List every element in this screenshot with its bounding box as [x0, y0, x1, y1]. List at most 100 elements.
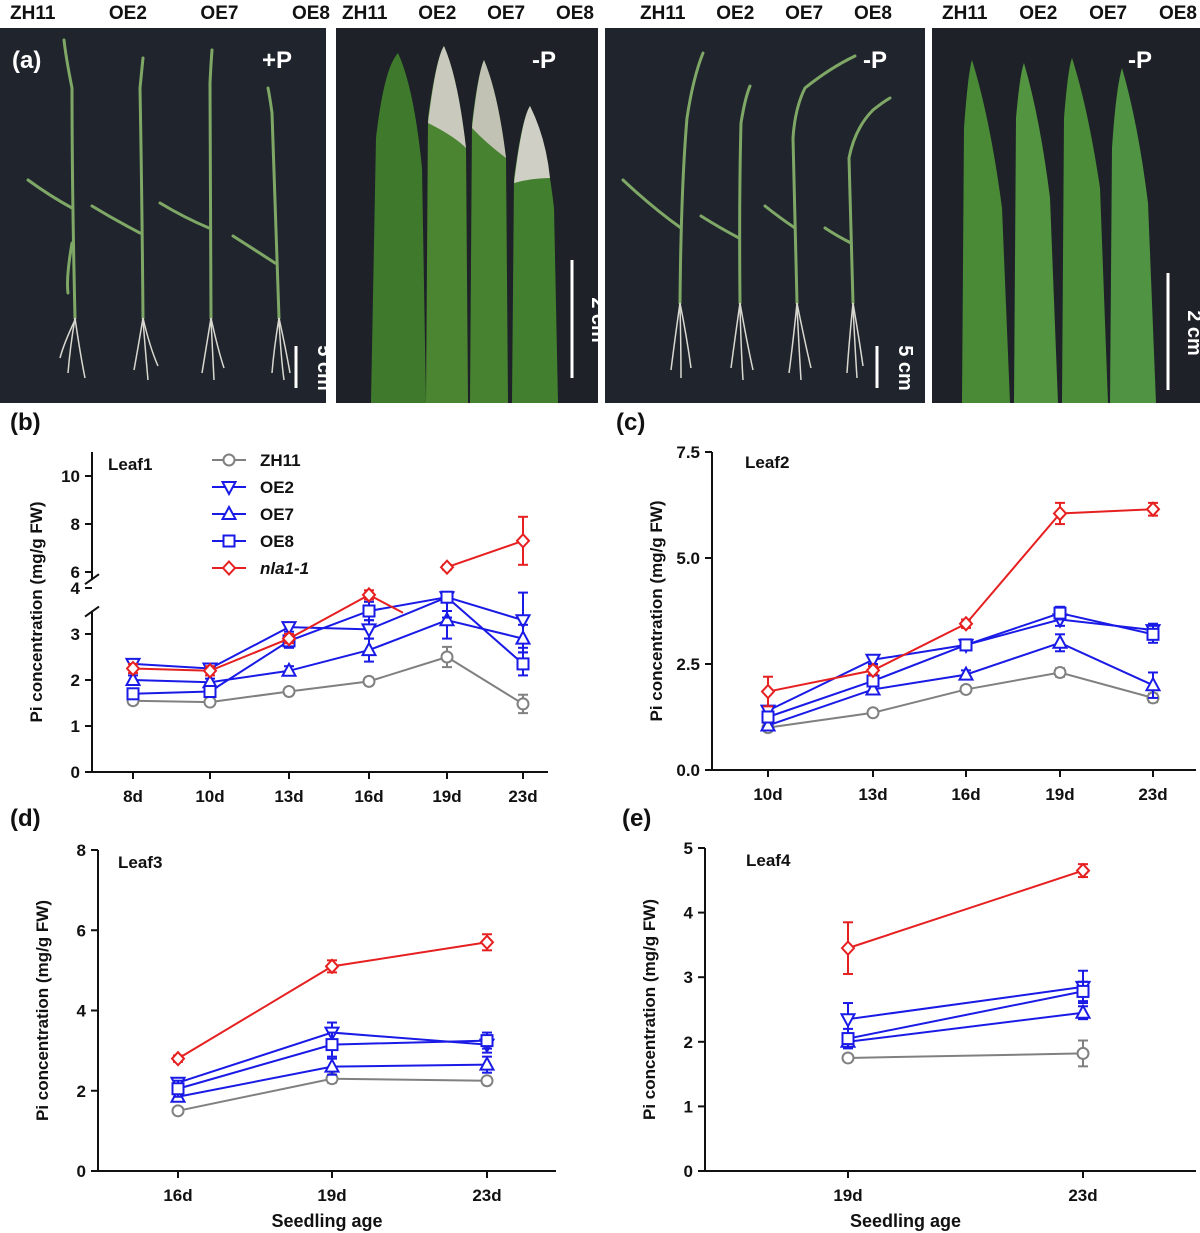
data-point [360, 641, 378, 657]
data-point [439, 559, 455, 576]
data-point [958, 615, 974, 632]
legend-entry: ZH11 [212, 451, 301, 470]
data-point [1076, 984, 1090, 998]
chart-title: Leaf2 [745, 453, 789, 472]
data-point [841, 1032, 855, 1046]
y-tick-label: 10 [61, 467, 80, 486]
genotype-label: ZH11 [640, 3, 686, 24]
legend-label: nla1-1 [260, 559, 309, 578]
series-line [847, 990, 1084, 1040]
y-tick-label: 1 [71, 717, 80, 736]
y-tick-label: 5 [684, 839, 693, 858]
y-tick-label: 1 [684, 1097, 693, 1116]
data-point [1053, 606, 1067, 620]
data-point [761, 710, 775, 724]
genotype-label: OE8 [291, 3, 330, 24]
genotype-label: OE7 [785, 3, 824, 24]
data-point [514, 629, 532, 645]
series-line [767, 508, 1154, 693]
data-point [360, 623, 378, 639]
data-point [440, 650, 454, 664]
data-point [865, 662, 881, 679]
series-line [767, 641, 1154, 727]
leaf-photo-minus-p-2: -P 2 cm [932, 28, 1200, 403]
data-point [479, 934, 495, 951]
x-tick-label: 19d [317, 1186, 346, 1205]
legend-label: OE7 [260, 505, 294, 524]
y-tick-label: 0 [71, 763, 80, 782]
data-point [1075, 862, 1091, 879]
series-oe8 [171, 1031, 494, 1098]
data-point [959, 638, 973, 652]
y-axis-label: Pi concentration (mg/g FW) [27, 502, 46, 723]
y-tick-label: 4 [77, 1002, 87, 1021]
data-point [171, 1104, 185, 1118]
data-point [1051, 633, 1069, 649]
x-tick-label: 23d [472, 1186, 501, 1205]
y-axis-label: Pi concentration (mg/g FW) [647, 501, 666, 722]
data-point [480, 1034, 494, 1048]
legend-label: OE2 [260, 478, 294, 497]
x-tick-label: 23d [508, 787, 537, 806]
scale-label: 5 cm [894, 345, 916, 391]
seedling-photo-minus-p: -P 5 cm [605, 28, 925, 403]
chart-leaf2: (c) Leaf2 0.0 2.5 5.0 7.5 10d 13d 16d 19d 23d Pi co… [616, 409, 1196, 804]
chart-title: Leaf3 [118, 853, 162, 872]
data-point [516, 657, 530, 671]
scale-label: 2 cm [1183, 310, 1200, 356]
series-line [446, 539, 524, 569]
y-tick-label: 7.5 [676, 443, 700, 462]
y-tick-label: 6 [71, 563, 80, 582]
legend-marker [220, 504, 238, 520]
y-tick-label: 8 [77, 841, 86, 860]
data-point [170, 1050, 186, 1067]
data-point [280, 661, 298, 677]
series-oe8 [126, 590, 530, 701]
condition-label: -P [1128, 47, 1152, 74]
chart-title: Leaf4 [746, 851, 791, 870]
series-oe2 [124, 591, 532, 678]
series-nla1-1 [760, 501, 1161, 708]
seedling-photo-plus-p: (a) +P 5 cm [0, 28, 326, 403]
series-line [132, 655, 524, 705]
data-point [282, 685, 296, 698]
photo3-header: ZH11 OE2 OE7 OE8 [640, 0, 892, 28]
photo2-header: ZH11 OE2 OE7 OE8 [342, 0, 594, 28]
genotype-label: OE7 [200, 3, 239, 24]
chart-leaf3: (d) Leaf3 0 2 4 6 8 16d 19d 23d Pi concentration (… [10, 805, 556, 1231]
y-tick-label: 2 [684, 1033, 693, 1052]
series-zh11 [126, 645, 530, 715]
scale-label: 5 cm [313, 345, 326, 391]
y-axis-label: Pi concentration (mg/g FW) [640, 899, 659, 1120]
legend-marker [220, 481, 238, 497]
x-axis-label: Seedling age [850, 1211, 961, 1231]
legend-entry: nla1-1 [212, 559, 309, 578]
data-point [440, 590, 454, 604]
chart-title: Leaf1 [108, 455, 152, 474]
data-point [325, 1038, 339, 1052]
y-tick-label: 8 [71, 515, 80, 534]
series-oe7 [839, 1003, 1092, 1050]
y-tick-label: 3 [684, 968, 693, 987]
data-point [281, 630, 297, 647]
scale-label: 2 cm [587, 297, 598, 343]
y-tick-label: 4 [684, 904, 694, 923]
axis-break-mark [84, 573, 100, 586]
series-oe8 [841, 980, 1090, 1050]
x-tick-label: 19d [432, 787, 461, 806]
series-oe8 [761, 605, 1160, 724]
series-oe2 [759, 612, 1162, 720]
series-nla1-1 [170, 933, 495, 1067]
legend-label: ZH11 [260, 451, 301, 470]
data-point [1053, 665, 1067, 679]
data-point [362, 674, 376, 688]
legend-marker [221, 560, 237, 576]
data-point [171, 1082, 185, 1096]
y-tick-label: 0 [684, 1162, 693, 1181]
panel-label: (d) [10, 805, 41, 832]
y-tick-label: 5.0 [676, 549, 700, 568]
data-point [839, 1013, 857, 1029]
series-line [847, 1052, 1084, 1059]
data-point [840, 940, 856, 957]
